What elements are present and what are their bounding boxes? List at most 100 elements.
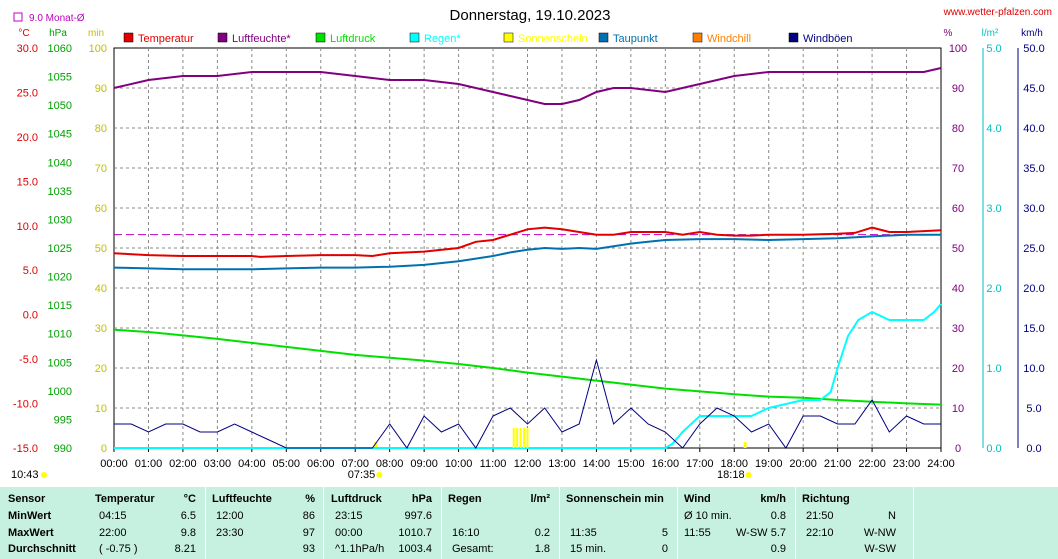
humidity-tick-label: 50 bbox=[952, 243, 964, 255]
x-tick-label: 11:00 bbox=[480, 458, 507, 470]
stats-row-label: MaxWert bbox=[8, 527, 54, 539]
legend-label: Temperatur bbox=[138, 33, 194, 45]
daylength-icon bbox=[41, 472, 47, 478]
wind-tick-label: 15.0 bbox=[1023, 323, 1044, 335]
legend-swatch bbox=[315, 32, 326, 43]
rain-tick-label: 1.0 bbox=[986, 363, 1001, 375]
stats-cell: N bbox=[888, 510, 896, 522]
humidity-tick-label: 100 bbox=[949, 43, 967, 55]
pressure-tick-label: 1055 bbox=[48, 72, 72, 84]
sunshine-tick-label: 0 bbox=[101, 443, 107, 455]
wind-tick-label: 10.0 bbox=[1023, 363, 1044, 375]
grid bbox=[113, 47, 942, 449]
stats-cell: 5 bbox=[661, 527, 668, 539]
chart-title: Donnerstag, 19.10.2023 bbox=[450, 7, 611, 24]
temp-tick-label: 25.0 bbox=[17, 87, 38, 99]
stats-row-label: Durchschnitt bbox=[8, 543, 76, 555]
axis-unit-label: hPa bbox=[49, 28, 67, 39]
stats-header: Luftfeuchte bbox=[212, 493, 272, 505]
temp-tick-label: 30.0 bbox=[17, 43, 38, 55]
rain-tick-label: 2.0 bbox=[986, 283, 1001, 295]
wind-tick-label: 25.0 bbox=[1023, 243, 1044, 255]
stats-header: Sonnenschein min bbox=[566, 493, 664, 505]
stats-cell: 16:10 bbox=[452, 527, 480, 539]
pressure-tick-label: 1005 bbox=[48, 357, 72, 369]
x-tick-label: 04:00 bbox=[238, 458, 266, 470]
legend-swatch bbox=[123, 32, 134, 43]
stats-cell: 0.8 bbox=[770, 510, 786, 522]
series-line-windben bbox=[114, 358, 941, 449]
pressure-tick-label: 1040 bbox=[48, 157, 72, 169]
axes: °C hPa min% l/m² km/h 30.0 25.0 20.0 15.0 10.0 5.0… bbox=[11, 28, 1045, 481]
weather-chart: °C hPa min% l/m² km/h 30.0 25.0 20.0 15.0 10.0 5.0… bbox=[11, 7, 1052, 481]
series-layer bbox=[113, 67, 942, 449]
wind-tick-label: 0.0 bbox=[1026, 443, 1041, 455]
stats-cell: 22:00 bbox=[99, 527, 127, 539]
series-line-taupunkt bbox=[113, 233, 941, 271]
stats-cell: 0 bbox=[661, 543, 668, 555]
stats-cell: 9.8 bbox=[180, 527, 196, 539]
stats-cell: 0.9 bbox=[770, 543, 786, 555]
series-line-luftfeuchte bbox=[113, 67, 942, 105]
x-tick-label: 02:00 bbox=[169, 458, 197, 470]
x-tick-label: 03:00 bbox=[204, 458, 232, 470]
pressure-tick-label: 995 bbox=[54, 414, 72, 426]
stats-cell: 00:00 bbox=[335, 527, 363, 539]
wind-tick-label: 40.0 bbox=[1023, 123, 1044, 135]
sunshine-tick-label: 10 bbox=[95, 403, 107, 415]
stats-header: Temperatur bbox=[95, 493, 155, 505]
wind-tick-label: 50.0 bbox=[1023, 43, 1044, 55]
stats-cell: 8.21 bbox=[174, 543, 196, 555]
x-tick-label: 19:00 bbox=[755, 458, 783, 470]
sunshine-tick-label: 50 bbox=[95, 243, 107, 255]
temp-tick-label: 10.0 bbox=[17, 221, 38, 233]
stats-column-divider bbox=[441, 487, 442, 559]
rain-tick-label: 4.0 bbox=[986, 123, 1001, 135]
temp-tick-label: -5.0 bbox=[19, 354, 38, 366]
stats-unit: hPa bbox=[411, 493, 432, 505]
legend-swatch bbox=[409, 32, 420, 43]
x-tick-label: 22:00 bbox=[858, 458, 886, 470]
legend-swatch bbox=[217, 32, 228, 43]
sunshine-tick-label: 80 bbox=[95, 123, 107, 135]
sunshine-tick-label: 100 bbox=[89, 43, 107, 55]
stats-column-divider bbox=[913, 487, 914, 559]
stats-cell: 93 bbox=[302, 543, 315, 555]
stats-cell: 22:10 bbox=[806, 527, 834, 539]
pressure-tick-label: 1010 bbox=[48, 329, 72, 341]
stats-header: Sensor bbox=[8, 493, 46, 505]
stats-header: Luftdruck bbox=[331, 493, 382, 505]
stats-cell: W-NW bbox=[863, 527, 896, 539]
rain-tick-label: 0.0 bbox=[986, 443, 1001, 455]
sunshine-tick-label: 60 bbox=[95, 203, 107, 215]
legend-label: Windböen bbox=[803, 33, 853, 45]
humidity-tick-label: 30 bbox=[952, 323, 964, 335]
rain-tick-label: 5.0 bbox=[986, 43, 1001, 55]
sunshine-tick-label: 20 bbox=[95, 363, 107, 375]
stats-row-label: MinWert bbox=[8, 510, 52, 522]
legend-label: Windchill bbox=[707, 33, 751, 45]
stats-cell: W-SW bbox=[736, 527, 768, 539]
x-tick-label: 21:00 bbox=[824, 458, 852, 470]
stats-unit: km/h bbox=[760, 493, 786, 505]
x-tick-label: 17:00 bbox=[686, 458, 714, 470]
stats-header: Regen bbox=[448, 493, 482, 505]
stats-cell: 6.5 bbox=[180, 510, 196, 522]
statistics-table: Sensor MinWert MaxWert Durchschnitt Temperat… bbox=[0, 487, 1058, 559]
axis-unit-label: % bbox=[944, 28, 953, 39]
humidity-tick-label: 90 bbox=[952, 83, 964, 95]
stats-cell: 86 bbox=[302, 510, 315, 522]
sunshine-bar bbox=[519, 428, 522, 448]
stats-cell: 04:15 bbox=[99, 510, 127, 522]
legend-label: Taupunkt bbox=[613, 33, 658, 45]
sunshine-bar bbox=[523, 428, 526, 448]
site-link[interactable]: www.wetter-pfalzen.com bbox=[943, 7, 1052, 18]
series-line-luftdruck bbox=[113, 328, 942, 406]
stats-column-divider bbox=[559, 487, 560, 559]
stats-unit: % bbox=[305, 493, 315, 505]
temp-tick-label: -10.0 bbox=[13, 399, 38, 411]
legend-label: Luftfeuchte* bbox=[232, 33, 291, 45]
stats-cell: 997.6 bbox=[404, 510, 432, 522]
x-tick-label: 18:00 bbox=[720, 458, 748, 470]
sunset-icon bbox=[745, 472, 752, 478]
